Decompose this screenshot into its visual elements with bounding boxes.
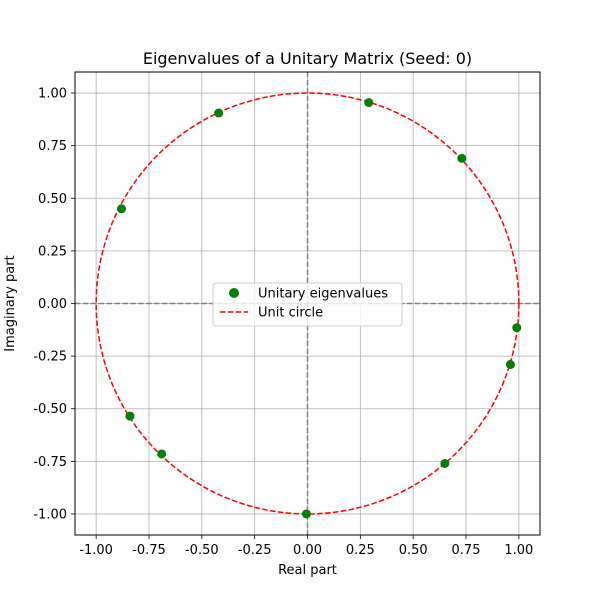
legend-label-eigenvalues: Unitary eigenvalues <box>258 287 388 302</box>
x-axis-label: Real part <box>278 563 337 578</box>
unit-circle <box>95 92 520 515</box>
y-tick-label: -1.00 <box>33 507 67 522</box>
y-tick-label: 0.50 <box>38 192 67 207</box>
x-tick-label: 0.75 <box>452 543 481 558</box>
y-tick-label: 0.00 <box>38 297 67 312</box>
eigenvalue-point <box>117 204 126 214</box>
eigenvalue-points <box>117 98 522 519</box>
eigenvalue-point <box>364 98 374 108</box>
x-tick-label: -0.75 <box>132 543 166 558</box>
legend-marker-eigenvalues <box>229 288 239 298</box>
eigenvalue-point <box>505 360 515 370</box>
x-tick-label: 1.00 <box>504 543 533 558</box>
y-tick-label: -0.50 <box>33 402 67 417</box>
eigenvalue-point <box>301 509 311 519</box>
x-tick-label: 0.50 <box>399 543 428 558</box>
chart-title: Eigenvalues of a Unitary Matrix (Seed: 0… <box>143 49 472 68</box>
eigenvalue-point <box>440 458 450 468</box>
eigenvalue-point <box>512 323 522 333</box>
legend-box <box>212 282 403 327</box>
axis-ticks: -1.00 -0.75 -0.50 -0.25 0.00 0.25 0.50 0.75 1.00… <box>33 87 533 558</box>
eigenvalue-point <box>457 153 467 163</box>
eigenvalue-point <box>214 108 224 118</box>
legend-label-unit-circle: Unit circle <box>258 306 323 321</box>
x-tick-label: -0.25 <box>238 543 272 558</box>
x-tick-label: 0.00 <box>293 543 322 558</box>
y-tick-label: -0.75 <box>33 455 67 470</box>
y-tick-label: -0.25 <box>33 350 67 365</box>
y-tick-label: 0.25 <box>38 244 67 259</box>
x-tick-label: -1.00 <box>79 543 113 558</box>
unit-circle-layer <box>95 92 520 515</box>
x-tick-label: 0.25 <box>346 543 375 558</box>
y-tick-label: 0.75 <box>38 139 67 154</box>
eigenvalue-point <box>125 411 135 421</box>
x-tick-label: -0.50 <box>185 543 219 558</box>
eigenvalue-point <box>157 449 167 459</box>
y-axis-label: Imaginary part <box>3 255 18 351</box>
legend: Unitary eigenvalues Unit circle <box>212 282 403 327</box>
y-tick-label: 1.00 <box>38 87 67 102</box>
